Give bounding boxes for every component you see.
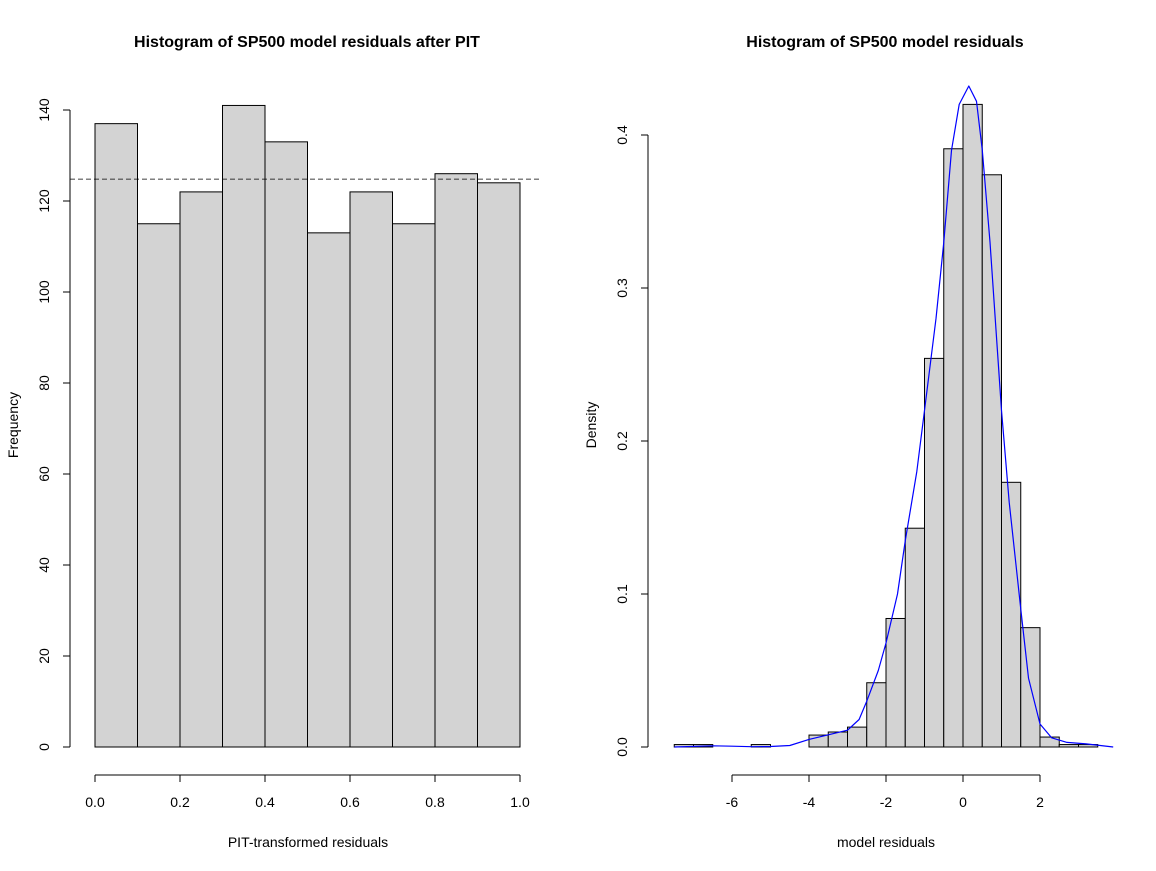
histogram-bar (392, 223, 436, 748)
histogram-bar (981, 174, 1002, 748)
y-tick-label: 0.4 (614, 125, 630, 145)
y-tick-label: 20 (36, 648, 52, 664)
right-x-axis-label: model residuals (837, 834, 935, 850)
left-x-axis-label: PIT-transformed residuals (228, 834, 388, 850)
left-chart-title: Histogram of SP500 model residuals after… (134, 34, 480, 51)
y-tick-label: 40 (36, 557, 52, 573)
histogram-bar (885, 617, 906, 748)
x-tick-label: 0.6 (340, 794, 360, 810)
histogram-bar (137, 223, 181, 748)
y-tick-label: 120 (36, 189, 52, 213)
histogram-bar (434, 173, 478, 748)
x-tick-label: -4 (803, 794, 816, 810)
histogram-bar (179, 191, 223, 748)
y-tick-label: 0.1 (614, 584, 630, 604)
x-tick-label: 0 (959, 794, 967, 810)
histogram-bar (1039, 736, 1060, 748)
y-tick-label: 0.3 (614, 278, 630, 298)
y-tick-label: 0 (36, 743, 52, 751)
left-y-axis-label: Frequency (5, 392, 21, 458)
right-y-axis-label: Density (583, 402, 599, 449)
histogram-bar (477, 182, 521, 748)
histogram-bar (904, 527, 925, 748)
x-tick-label: 2 (1036, 794, 1044, 810)
histogram-bar (1058, 744, 1079, 748)
y-tick-label: 80 (36, 375, 52, 391)
y-tick-label: 0.0 (614, 737, 630, 757)
x-tick-label: 0.2 (170, 794, 190, 810)
y-tick-label: 100 (36, 280, 52, 304)
histogram-bar (307, 232, 351, 748)
histogram-bar (222, 104, 266, 748)
histogram-bar (264, 141, 308, 748)
right-histogram-panel: Histogram of SP500 model residuals model… (583, 34, 1114, 850)
x-tick-label: 0.0 (85, 794, 105, 810)
histogram-bar (962, 103, 983, 748)
y-tick-label: 0.2 (614, 431, 630, 451)
density-curve (674, 85, 1114, 748)
histogram-bar (1001, 481, 1022, 748)
histogram-bar (349, 191, 393, 748)
x-tick-label: -2 (880, 794, 893, 810)
x-tick-label: 0.8 (425, 794, 445, 810)
histogram-bar (924, 357, 945, 748)
x-tick-label: -6 (726, 794, 739, 810)
histogram-bar (94, 123, 138, 748)
left-histogram-panel: Histogram of SP500 model residuals after… (5, 34, 540, 850)
histogram-bar (943, 148, 964, 748)
right-chart-title: Histogram of SP500 model residuals (746, 34, 1024, 51)
y-tick-label: 60 (36, 466, 52, 482)
x-tick-label: 0.4 (255, 794, 275, 810)
histogram-bar (847, 726, 868, 748)
y-tick-label: 140 (36, 98, 52, 122)
x-tick-label: 1.0 (510, 794, 530, 810)
